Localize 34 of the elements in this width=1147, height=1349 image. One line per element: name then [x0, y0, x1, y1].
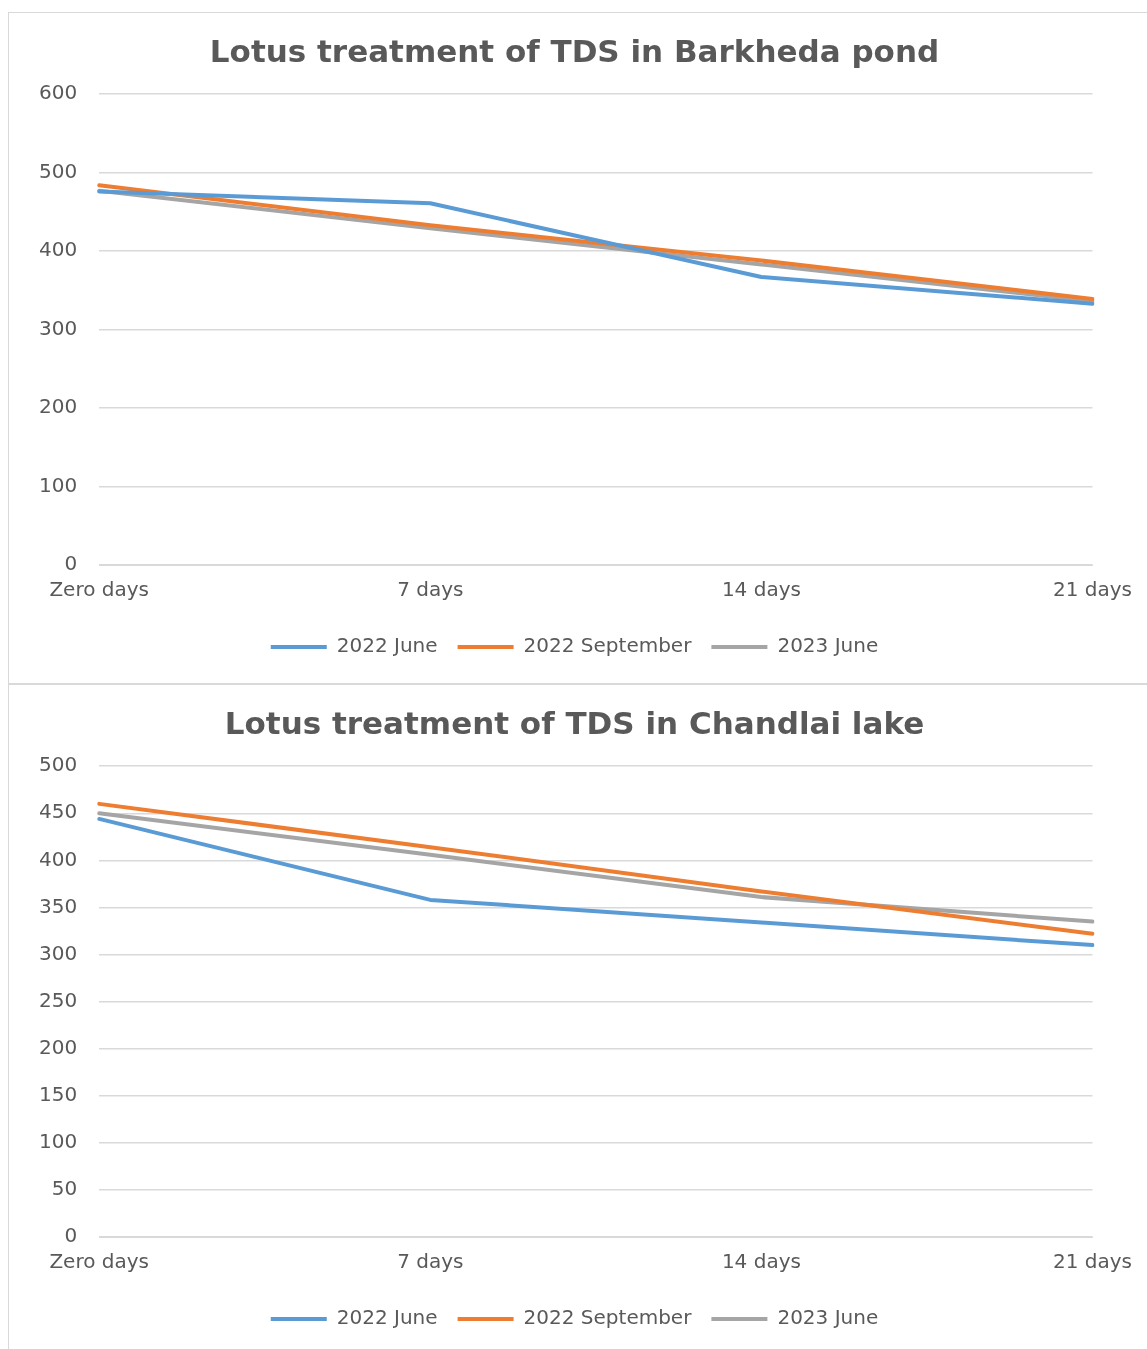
- legend-label: 2022 September: [523, 633, 693, 658]
- chart-title: Lotus treatment of TDS in Barkheda pond: [209, 32, 940, 69]
- chart-title: Lotus treatment of TDS in Chandlai lake: [224, 704, 925, 741]
- y-tick-label: 250: [38, 987, 78, 1012]
- x-tick-label: 14 days: [721, 1249, 801, 1274]
- y-tick-label: 150: [38, 1081, 78, 1106]
- y-tick-label: 200: [38, 394, 78, 419]
- y-tick-label: 450: [38, 799, 78, 824]
- x-tick-label: 7 days: [397, 577, 464, 602]
- y-tick-label: 300: [38, 940, 78, 965]
- y-tick-label: 50: [51, 1176, 78, 1201]
- y-tick-label: 0: [64, 551, 78, 576]
- y-tick-label: 0: [64, 1223, 78, 1248]
- legend-label: 2023 June: [777, 1305, 879, 1330]
- y-tick-label: 400: [38, 237, 78, 262]
- x-tick-label: Zero days: [49, 577, 149, 602]
- y-tick-label: 300: [38, 315, 78, 340]
- x-tick-label: 21 days: [1052, 577, 1132, 602]
- y-tick-label: 100: [38, 1129, 78, 1154]
- y-tick-label: 350: [38, 893, 78, 918]
- y-tick-label: 100: [38, 472, 78, 497]
- x-tick-label: Zero days: [49, 1249, 149, 1274]
- y-tick-label: 500: [38, 158, 78, 183]
- x-tick-label: 21 days: [1052, 1249, 1132, 1274]
- legend-label: 2022 June: [336, 1305, 438, 1330]
- legend-label: 2022 June: [336, 633, 438, 658]
- legend-label: 2023 June: [777, 633, 879, 658]
- y-tick-label: 400: [38, 846, 78, 871]
- y-tick-label: 200: [38, 1034, 78, 1059]
- legend-label: 2022 September: [523, 1305, 693, 1330]
- y-tick-label: 500: [38, 752, 78, 777]
- x-tick-label: 14 days: [721, 577, 801, 602]
- y-tick-label: 600: [38, 80, 78, 105]
- x-tick-label: 7 days: [397, 1249, 464, 1274]
